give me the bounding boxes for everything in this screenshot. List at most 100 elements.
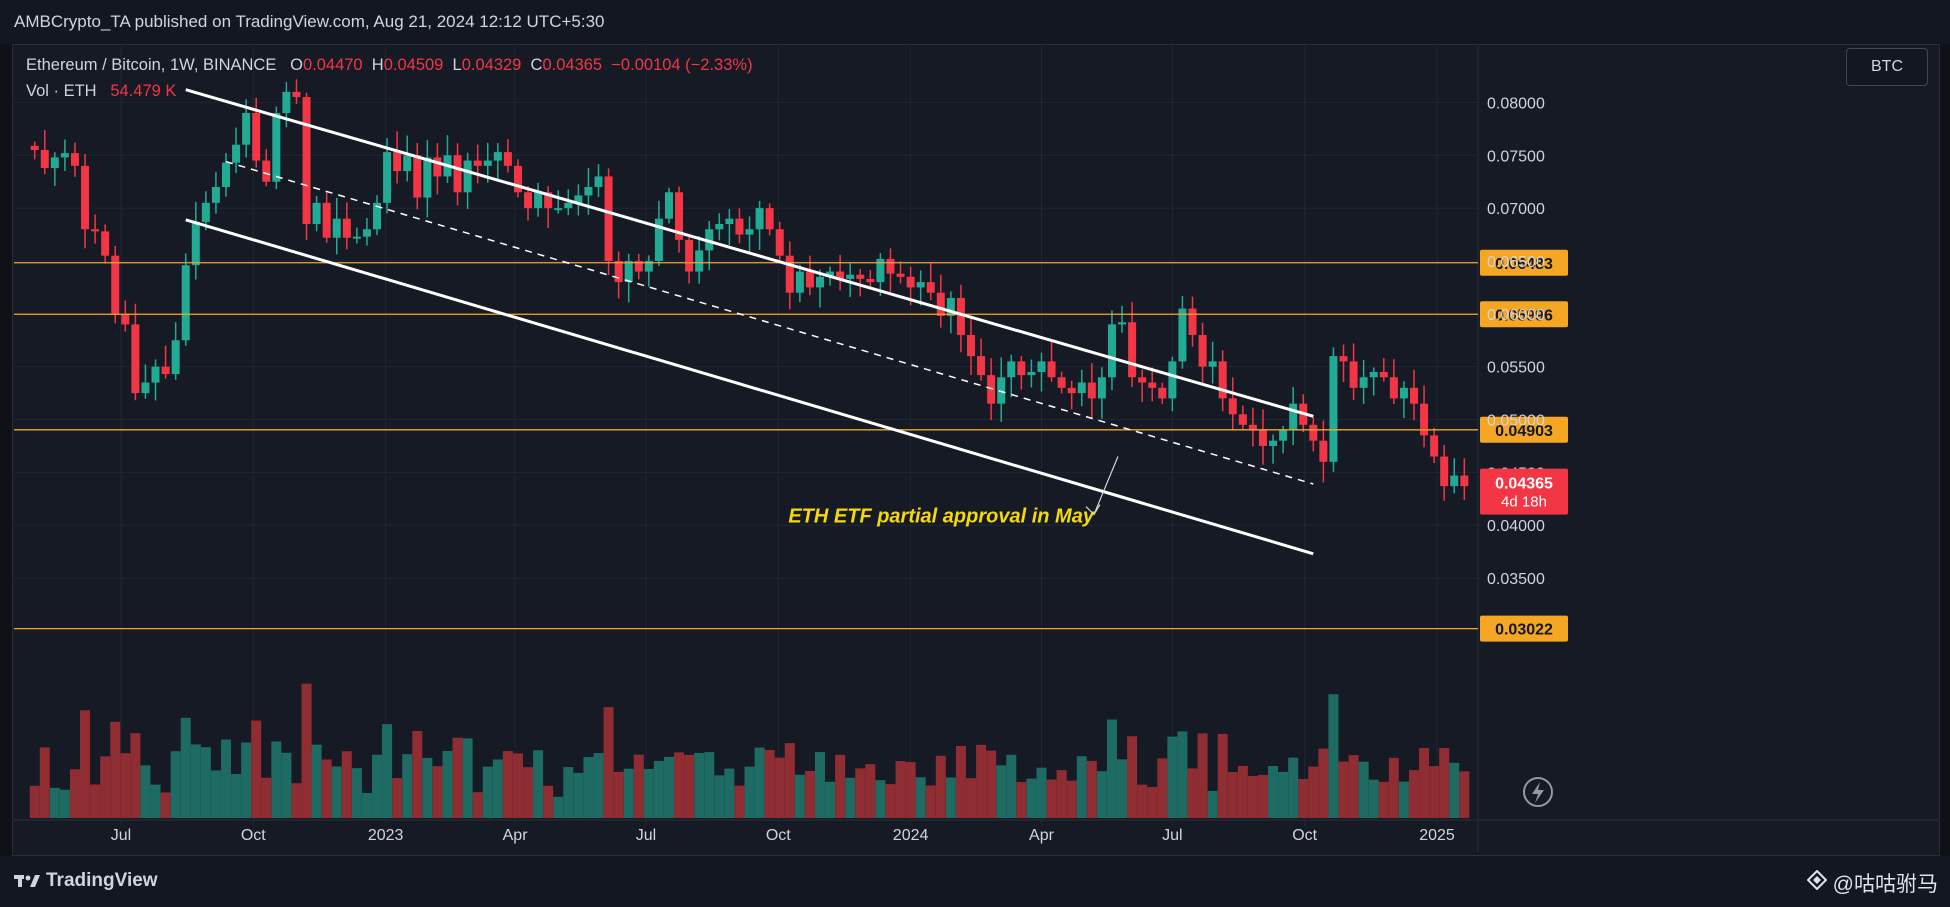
candle-body[interactable]	[373, 202, 382, 230]
candle-body[interactable]	[60, 153, 69, 158]
candle-body[interactable]	[614, 260, 623, 283]
candle-body[interactable]	[312, 202, 321, 224]
candle-body[interactable]	[302, 97, 311, 224]
candle-body[interactable]	[745, 229, 754, 235]
candle-body[interactable]	[896, 273, 905, 277]
candle-body[interactable]	[151, 366, 160, 383]
candle-body[interactable]	[242, 112, 251, 145]
candle-body[interactable]	[513, 165, 522, 193]
candle-body[interactable]	[383, 152, 392, 203]
candle-body[interactable]	[1279, 430, 1288, 441]
tradingview-logo[interactable]: TradingView	[14, 870, 158, 892]
candle-body[interactable]	[775, 229, 784, 256]
candle-body[interactable]	[1208, 361, 1217, 367]
candle-body[interactable]	[1379, 371, 1388, 378]
volume-label[interactable]: Vol · ETH	[26, 82, 97, 100]
candle-body[interactable]	[1248, 424, 1257, 431]
candle-body[interactable]	[1037, 361, 1046, 372]
candle-body[interactable]	[564, 202, 573, 209]
candle-body[interactable]	[413, 155, 422, 198]
candle-body[interactable]	[534, 192, 543, 209]
candle-body[interactable]	[342, 218, 351, 238]
candle-body[interactable]	[1319, 440, 1328, 462]
candle-body[interactable]	[503, 152, 512, 166]
candle-body[interactable]	[191, 221, 200, 266]
candle-body[interactable]	[161, 366, 170, 375]
candle-body[interactable]	[473, 160, 482, 166]
candle-body[interactable]	[1269, 440, 1278, 446]
candle-body[interactable]	[1097, 377, 1106, 399]
candle-body[interactable]	[1399, 387, 1408, 399]
candle-body[interactable]	[1460, 475, 1469, 487]
candle-body[interactable]	[1420, 403, 1429, 436]
candle-body[interactable]	[403, 155, 412, 172]
candle-body[interactable]	[594, 176, 603, 187]
candle-body[interactable]	[805, 271, 814, 288]
candle-body[interactable]	[292, 91, 301, 98]
candle-body[interactable]	[70, 153, 79, 166]
candle-body[interactable]	[584, 186, 593, 196]
candle-body[interactable]	[1107, 324, 1116, 378]
candle-body[interactable]	[886, 258, 895, 274]
candle-body[interactable]	[977, 356, 986, 376]
candle-body[interactable]	[282, 91, 291, 113]
candle-body[interactable]	[1198, 334, 1207, 367]
candle-body[interactable]	[121, 313, 130, 325]
candle-body[interactable]	[453, 155, 462, 193]
candle-body[interactable]	[1349, 361, 1358, 388]
candle-body[interactable]	[131, 324, 140, 394]
candle-body[interactable]	[755, 208, 764, 230]
candle-body[interactable]	[433, 157, 442, 177]
candle-body[interactable]	[987, 375, 996, 404]
candle-body[interactable]	[1087, 382, 1096, 399]
candle-body[interactable]	[493, 152, 502, 161]
candle-body[interactable]	[866, 278, 875, 283]
candle-body[interactable]	[101, 231, 110, 256]
candle-body[interactable]	[1339, 356, 1348, 362]
candle-body[interactable]	[856, 274, 865, 279]
candle-body[interactable]	[1258, 430, 1267, 446]
candle-body[interactable]	[483, 160, 492, 166]
candle-body[interactable]	[332, 218, 341, 238]
symbol-label[interactable]: Ethereum / Bitcoin, 1W, BINANCE	[26, 56, 277, 74]
candle-body[interactable]	[211, 186, 220, 203]
candle-body[interactable]	[826, 271, 835, 277]
candle-body[interactable]	[1218, 361, 1227, 399]
candle-body[interactable]	[946, 297, 955, 316]
candle-body[interactable]	[1329, 356, 1338, 462]
candle-body[interactable]	[735, 218, 744, 235]
candle-body[interactable]	[916, 282, 925, 288]
candle-body[interactable]	[675, 192, 684, 240]
candle-body[interactable]	[221, 162, 230, 187]
candle-body[interactable]	[30, 145, 39, 150]
candle-body[interactable]	[574, 195, 583, 203]
candle-body[interactable]	[91, 229, 100, 232]
candle-body[interactable]	[181, 265, 190, 341]
candle-body[interactable]	[1027, 371, 1036, 376]
candle-body[interactable]	[846, 274, 855, 279]
candle-body[interactable]	[695, 250, 704, 272]
candle-body[interactable]	[1007, 361, 1016, 378]
candle-body[interactable]	[664, 192, 673, 219]
candle-body[interactable]	[644, 260, 653, 272]
candle-body[interactable]	[1148, 382, 1157, 388]
candle-body[interactable]	[262, 160, 271, 182]
candle-body[interactable]	[1430, 435, 1439, 457]
candle-body[interactable]	[1359, 377, 1368, 388]
candle-body[interactable]	[997, 377, 1006, 404]
candle-body[interactable]	[232, 144, 241, 163]
candle-body[interactable]	[1118, 322, 1127, 325]
candle-body[interactable]	[1228, 398, 1237, 415]
candle-body[interactable]	[1289, 403, 1298, 431]
candle-body[interactable]	[141, 382, 150, 394]
candle-body[interactable]	[1168, 361, 1177, 399]
candle-body[interactable]	[423, 157, 432, 198]
candle-body[interactable]	[393, 152, 402, 172]
candle-body[interactable]	[50, 157, 59, 168]
candle-body[interactable]	[956, 297, 965, 335]
candle-body[interactable]	[936, 292, 945, 316]
candle-body[interactable]	[1188, 308, 1197, 335]
candle-body[interactable]	[1369, 371, 1378, 378]
annotation-text[interactable]: ETH ETF partial approval in May	[788, 506, 1094, 528]
candle-body[interactable]	[111, 255, 120, 314]
